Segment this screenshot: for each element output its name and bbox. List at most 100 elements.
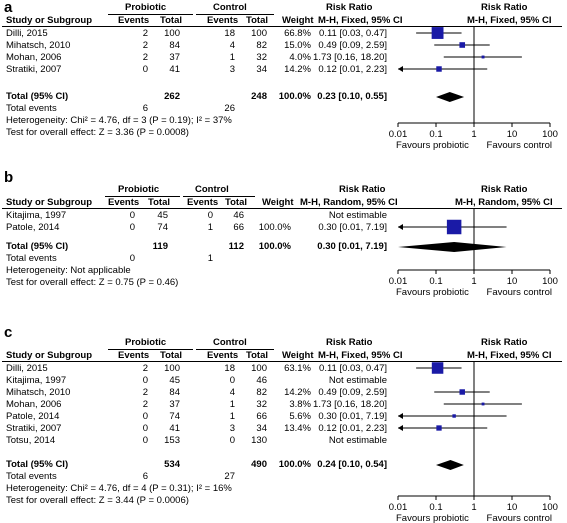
total-cell: 46 <box>233 210 244 221</box>
study-label: Stratiki, 2007 <box>6 64 62 75</box>
forest-panel-b: b Probiotic Control Risk Ratio Risk Rati… <box>0 170 567 310</box>
method-plot-header: M-H, Fixed, 95% CI <box>467 15 552 26</box>
overall-effect-text: Test for overall effect: Z = 3.36 (P = 0… <box>6 127 189 138</box>
x-tick-label: 1 <box>471 129 476 140</box>
study-marker <box>431 362 444 374</box>
weight-cell: 63.1% <box>284 363 311 374</box>
risk-ratio-cell: 1.73 [0.16, 18.20] <box>313 52 387 63</box>
top-rule <box>2 361 562 362</box>
total-cell: 66 <box>233 222 244 233</box>
ci-arrow <box>398 66 403 72</box>
risk-ratio-cell: Not estimable <box>328 375 387 386</box>
total-header: Total <box>148 197 170 208</box>
weight-cell: 100.0% <box>278 91 311 102</box>
risk-ratio-plot-header: Risk Ratio <box>481 337 528 348</box>
study-label: Patole, 2014 <box>6 411 60 422</box>
total-cell: 41 <box>169 423 180 434</box>
total-events-label: Total events <box>6 253 57 264</box>
panel-letter: c <box>4 324 13 341</box>
risk-ratio-cell: 0.11 [0.03, 0.47] <box>319 363 387 374</box>
events-header: Events <box>187 197 219 208</box>
study-marker <box>481 402 485 406</box>
total-cell: 84 <box>169 40 180 51</box>
total-cell: 112 <box>228 241 244 252</box>
events-cell: 18 <box>224 363 235 374</box>
study-marker <box>431 27 444 39</box>
study-marker <box>452 414 456 418</box>
total-cell: 534 <box>164 459 180 470</box>
total-cell: 490 <box>251 459 267 470</box>
events-cell: 0 <box>142 64 148 75</box>
risk-ratio-cell: 0.23 [0.10, 0.55] <box>317 91 387 102</box>
x-tick-label: 1 <box>471 502 476 513</box>
total-cell: 37 <box>169 52 180 63</box>
events-cell: 4 <box>229 387 235 398</box>
heterogeneity-text: Heterogeneity: Not applicable <box>6 265 131 276</box>
x-tick-label: 0.1 <box>429 129 442 140</box>
ci-arrow <box>398 224 403 230</box>
events-cell: 1 <box>229 411 235 422</box>
weight-cell: 15.0% <box>284 40 311 51</box>
weight-cell: 14.2% <box>284 64 311 75</box>
study-label: Totsu, 2014 <box>6 435 56 446</box>
total-cell: 119 <box>152 241 168 252</box>
weight-cell: 14.2% <box>284 387 311 398</box>
overall-effect-text: Test for overall effect: Z = 3.44 (P = 0… <box>6 495 189 506</box>
events-cell: 1 <box>229 399 235 410</box>
total-header: Total <box>225 197 247 208</box>
study-label: Patole, 2014 <box>6 222 60 233</box>
heterogeneity-text: Heterogeneity: Chi² = 4.76, df = 4 (P = … <box>6 483 232 494</box>
favours-right-label: Favours control <box>487 287 552 298</box>
x-tick-label: 0.01 <box>389 276 408 287</box>
total-events-label: Total events <box>6 103 57 114</box>
forest-plot-b: 0.01 0.1 1 10 100 Favours probiotic Favours co… <box>389 209 558 298</box>
events-cell: 0 <box>129 253 135 264</box>
header-rule <box>183 196 255 197</box>
risk-ratio-cell: 0.49 [0.09, 2.59] <box>318 387 387 398</box>
events-header: Events <box>118 15 150 26</box>
total-cell: 74 <box>157 222 168 233</box>
total-cell: 262 <box>164 91 180 102</box>
top-rule <box>2 26 562 27</box>
risk-ratio-header: Risk Ratio <box>326 2 373 13</box>
study-label: Mihatsch, 2010 <box>6 40 71 51</box>
events-cell: 1 <box>207 253 213 264</box>
risk-ratio-cell: 0.30 [0.01, 7.19] <box>318 222 387 233</box>
weight-cell: 13.4% <box>284 423 311 434</box>
events-cell: 0 <box>142 375 148 386</box>
total-cell: 100 <box>164 363 180 374</box>
study-label: Kitajima, 1997 <box>6 210 67 221</box>
total-cell: 46 <box>256 375 267 386</box>
events-cell: 4 <box>229 40 235 51</box>
study-label: Mihatsch, 2010 <box>6 387 71 398</box>
total-cell: 130 <box>251 435 267 446</box>
control-header: Control <box>213 2 247 13</box>
events-cell: 27 <box>224 471 235 482</box>
total-cell: 45 <box>157 210 168 221</box>
study-marker <box>446 219 462 235</box>
x-tick-label: 10 <box>507 502 518 513</box>
x-tick-label: 100 <box>542 502 558 513</box>
risk-ratio-cell: 0.30 [0.01, 7.19] <box>317 241 387 252</box>
pooled-diamond <box>436 92 465 102</box>
x-tick-label: 0.01 <box>389 129 408 140</box>
events-header: Events <box>108 197 140 208</box>
events-cell: 0 <box>207 210 213 221</box>
forest-panel-c: c Probiotic Control Risk Ratio Risk Rati… <box>0 325 567 523</box>
weight-cell: 5.6% <box>289 411 311 422</box>
x-tick-label: 100 <box>542 276 558 287</box>
weight-header: Weight <box>282 15 314 26</box>
weight-cell: 66.8% <box>284 28 311 39</box>
control-header: Control <box>213 337 247 348</box>
events-cell: 0 <box>229 375 235 386</box>
panel-letter: b <box>4 169 14 186</box>
risk-ratio-plot-header: Risk Ratio <box>481 2 528 13</box>
x-tick-label: 10 <box>507 276 518 287</box>
favours-right-label: Favours control <box>487 513 552 523</box>
weight-cell: 100.0% <box>258 222 291 233</box>
risk-ratio-cell: 0.24 [0.10, 0.54] <box>317 459 387 470</box>
study-marker <box>459 42 466 48</box>
x-tick-label: 0.1 <box>429 276 442 287</box>
total-cell: 153 <box>164 435 180 446</box>
method-plot-header: M-H, Fixed, 95% CI <box>467 350 552 361</box>
